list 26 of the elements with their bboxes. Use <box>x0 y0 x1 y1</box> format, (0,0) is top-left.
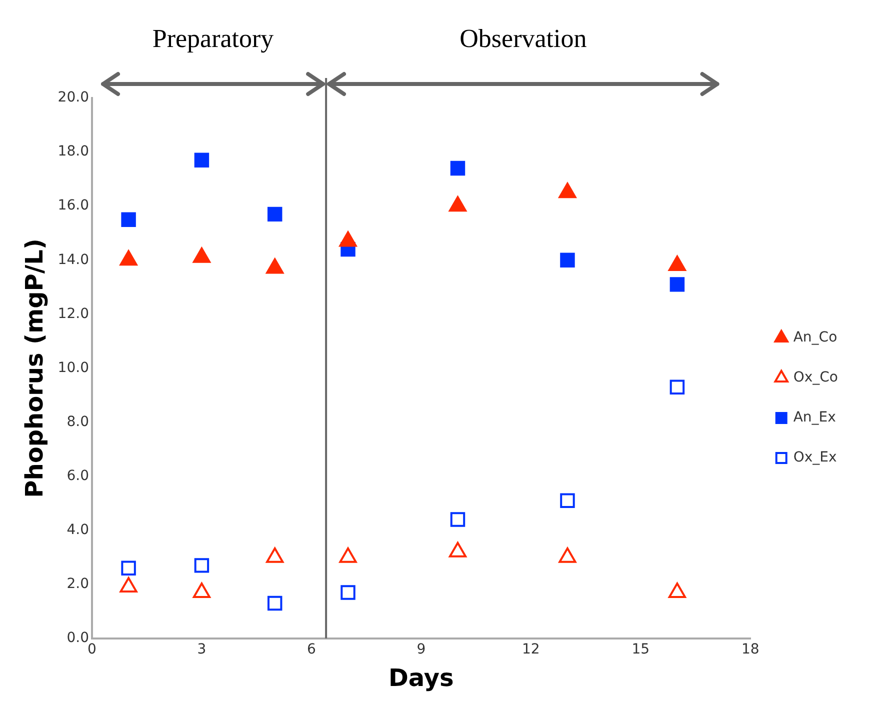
x-tick-label: 6 <box>306 641 316 658</box>
y-tick-label: 0.0 <box>66 630 89 646</box>
x-tick-label: 0 <box>88 641 96 658</box>
y-axis-title: Phophorus (mgP/L) <box>20 238 49 498</box>
y-tick-label: 8.0 <box>66 414 89 430</box>
x-tick-label: 12 <box>522 641 540 658</box>
text: Observation <box>460 24 587 54</box>
y-tick-label: 10.0 <box>58 360 89 376</box>
y-tick-label: 4.0 <box>66 522 89 538</box>
y-tick-label: 12.0 <box>58 306 89 322</box>
text: Preparatory <box>152 24 274 54</box>
x-tick-label: 15 <box>632 641 650 658</box>
y-tick-label: 16.0 <box>58 198 89 214</box>
y-tick-label: 14.0 <box>58 252 89 268</box>
x-tick-label: 18 <box>741 641 760 658</box>
legend-label: Ox_Ex <box>793 450 837 466</box>
y-tick-label: 2.0 <box>66 576 89 592</box>
y-tick-label: 6.0 <box>66 468 89 484</box>
x-tick-label: 9 <box>416 641 426 658</box>
y-tick-label: 18.0 <box>58 144 89 160</box>
legend-label: Ox_Co <box>793 370 838 386</box>
legend-label: An_Ex <box>793 410 836 426</box>
y-tick-label: 20.0 <box>58 90 89 106</box>
x-axis-title: Days <box>388 664 454 692</box>
x-tick-label: 3 <box>197 641 206 658</box>
legend-label: An_Co <box>793 330 838 346</box>
